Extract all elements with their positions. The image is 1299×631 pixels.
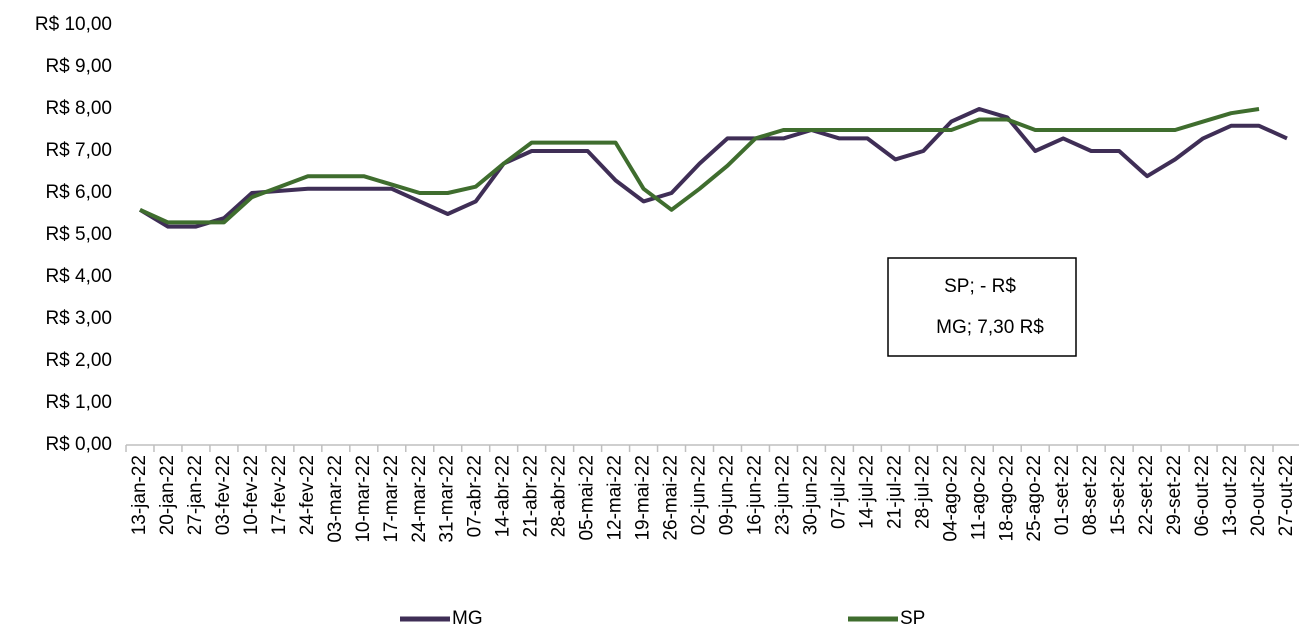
x-tick-label: 29-set-22 xyxy=(1164,455,1185,535)
x-tick-label: 15-set-22 xyxy=(1108,455,1129,535)
x-tick-label: 02-jun-22 xyxy=(689,455,710,535)
x-tick-label: 17-mar-22 xyxy=(381,455,402,543)
x-tick-label: 09-jun-22 xyxy=(717,455,738,535)
x-tick-label: 04-ago-22 xyxy=(940,455,961,542)
x-tick-label: 03-mar-22 xyxy=(325,455,346,543)
x-tick-label: 31-mar-22 xyxy=(437,455,458,543)
x-tick-label: 18-ago-22 xyxy=(996,455,1017,542)
x-tick-label: 28-abr-22 xyxy=(549,455,570,537)
y-tick-label: R$ 0,00 xyxy=(45,434,112,455)
y-tick-label: R$ 9,00 xyxy=(45,56,112,77)
x-tick-label: 07-jul-22 xyxy=(828,455,849,529)
x-tick-label: 10-mar-22 xyxy=(353,455,374,543)
y-tick-label: R$ 8,00 xyxy=(45,98,112,119)
x-tick-label: 12-mai-22 xyxy=(605,455,626,541)
x-tick-label: 27-jan-22 xyxy=(185,455,206,535)
x-tick-label: 13-jan-22 xyxy=(129,455,150,535)
x-tick-label: 07-abr-22 xyxy=(465,455,486,537)
x-tick-label: 11-ago-22 xyxy=(968,455,989,540)
x-tick-label: 21-abr-22 xyxy=(521,455,542,537)
x-tick-label: 17-fev-22 xyxy=(269,455,290,535)
x-tick-label: 10-fev-22 xyxy=(241,455,262,535)
x-tick-label: 25-ago-22 xyxy=(1024,455,1045,542)
x-tick-label: 28-jul-22 xyxy=(912,455,933,529)
x-tick-label: 22-set-22 xyxy=(1136,455,1157,535)
x-tick-label: 05-mai-22 xyxy=(577,455,598,541)
series-line xyxy=(139,107,1260,225)
y-tick-label: R$ 7,00 xyxy=(45,140,112,161)
x-tick-label: 03-fev-22 xyxy=(213,455,234,535)
y-tick-label: R$ 3,00 xyxy=(45,308,112,329)
x-tick-label: 20-jan-22 xyxy=(157,455,178,535)
x-tick-label: 14-abr-22 xyxy=(493,455,514,537)
legend-label: MG xyxy=(452,608,483,629)
y-tick-label: R$ 5,00 xyxy=(45,224,112,245)
x-tick-label: 06-out-22 xyxy=(1192,455,1213,536)
y-tick-label: R$ 6,00 xyxy=(45,182,112,203)
x-tick-label: 30-jun-22 xyxy=(800,455,821,535)
x-tick-label: 19-mai-22 xyxy=(633,455,654,541)
y-tick-label: R$ 2,00 xyxy=(45,350,112,371)
x-tick-label: 14-jul-22 xyxy=(856,455,877,529)
x-tick-label: 23-jun-22 xyxy=(772,455,793,535)
y-tick-label: R$ 10,00 xyxy=(35,14,112,35)
x-tick-label: 08-set-22 xyxy=(1080,455,1101,535)
annotation: SP; - R$ xyxy=(944,276,1016,297)
x-tick-label: 21-jul-22 xyxy=(884,455,905,529)
y-tick-label: R$ 1,00 xyxy=(45,392,112,413)
x-tick-label: 27-out-22 xyxy=(1276,455,1297,536)
series-line xyxy=(138,107,1288,229)
x-tick-label: 16-jun-22 xyxy=(744,455,765,535)
x-tick-label: 01-set-22 xyxy=(1052,455,1073,535)
legend-label: SP xyxy=(900,608,925,629)
x-tick-label: 24-mar-22 xyxy=(409,455,430,543)
annotation: MG; 7,30 R$ xyxy=(936,317,1044,338)
x-tick-label: 26-mai-22 xyxy=(661,455,682,541)
x-tick-label: 20-out-22 xyxy=(1248,455,1269,536)
x-tick-label: 13-out-22 xyxy=(1220,455,1241,536)
x-tick-label: 24-fev-22 xyxy=(297,455,318,535)
annotation-box xyxy=(887,257,1077,357)
y-tick-label: R$ 4,00 xyxy=(45,266,112,287)
